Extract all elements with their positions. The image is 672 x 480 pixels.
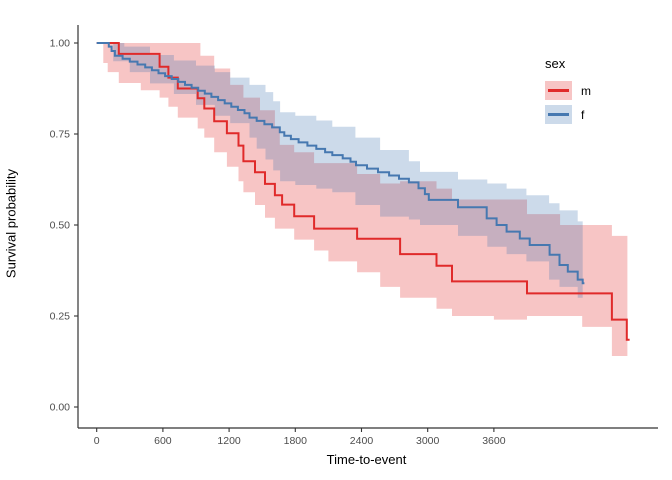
legend-title: sex bbox=[545, 56, 566, 71]
legend-key-f-line-icon bbox=[548, 113, 569, 116]
x-tick-label: 3000 bbox=[416, 435, 440, 447]
x-tick-label: 1800 bbox=[284, 435, 308, 447]
legend-label-f: f bbox=[581, 107, 585, 122]
ci-band-m bbox=[96, 43, 628, 367]
legend-entry-f: f bbox=[545, 104, 591, 125]
y-tick-label: 0.00 bbox=[50, 402, 71, 414]
x-tick-label: 2400 bbox=[350, 435, 374, 447]
x-tick-label: 600 bbox=[154, 435, 172, 447]
x-axis-title: Time-to-event bbox=[326, 452, 407, 467]
x-tick-label: 0 bbox=[94, 435, 100, 447]
legend-key-f-swatch bbox=[545, 105, 572, 124]
survival-curve-m bbox=[96, 42, 630, 341]
survival-curve-f bbox=[96, 42, 585, 285]
legend: sex m f bbox=[545, 56, 591, 128]
legend-key-m-line-icon bbox=[548, 89, 569, 92]
x-tick-label: 3600 bbox=[482, 435, 506, 447]
ci-band-f bbox=[96, 43, 583, 306]
legend-key-m-swatch bbox=[545, 81, 572, 100]
y-tick-label: 0.25 bbox=[50, 311, 71, 323]
y-tick-label: 1.00 bbox=[50, 38, 71, 50]
y-axis-title: Survival probability bbox=[3, 168, 19, 279]
x-tick-label: 1200 bbox=[217, 435, 241, 447]
legend-label-m: m bbox=[581, 83, 591, 98]
legend-entry-m: m bbox=[545, 80, 591, 101]
y-tick-label: 0.50 bbox=[50, 220, 71, 232]
y-tick-label: 0.75 bbox=[50, 129, 71, 141]
